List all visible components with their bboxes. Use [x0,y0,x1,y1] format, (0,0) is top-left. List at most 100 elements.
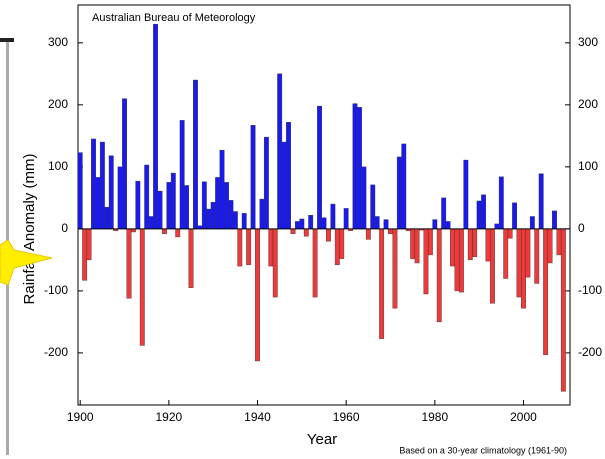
bar [148,216,154,230]
bar [250,125,256,230]
bar [153,24,158,230]
bar [516,228,522,298]
bar [357,107,362,230]
bar [179,120,185,230]
bar [521,228,526,309]
bar [232,211,238,230]
bar [450,228,455,267]
bar [281,141,287,230]
bar [259,198,265,230]
bar [193,79,198,230]
bar [525,228,531,278]
bar [458,228,464,293]
bar [157,190,163,230]
bar [268,228,274,267]
x-tick-label: 2000 [510,410,537,424]
bar [441,197,447,230]
y-tick-label-right: 300 [578,35,598,49]
bar [303,228,309,237]
bar [166,182,172,230]
bar [392,228,398,309]
bar [476,200,482,230]
bar [361,166,367,230]
bar [383,219,389,230]
bar [498,176,504,230]
bar [396,156,402,230]
bar [370,184,376,230]
bar [95,177,101,230]
x-tick-label: 1920 [156,410,183,424]
plot-frame [77,4,571,406]
bar [263,136,269,230]
bar [77,152,83,230]
bar [503,228,509,279]
bar [277,73,283,230]
bar [255,228,260,362]
bar [445,221,451,230]
bar [224,182,229,230]
y-tick-label: 0 [61,221,68,235]
bar [290,228,296,235]
bar [215,177,221,230]
bar [321,217,327,230]
bar [534,228,540,284]
bar [339,228,345,259]
bar [401,143,407,230]
bar [485,228,491,262]
y-tick-label: 200 [48,97,68,111]
x-tick-label: 1960 [333,410,360,424]
chart-title: Australian Bureau of Meteorology [92,12,256,24]
bar [184,185,190,230]
bar [379,228,385,339]
bar [299,218,305,230]
bar [547,228,553,264]
y-tick-label-right: -100 [578,283,602,297]
x-tick-label: 1900 [67,410,94,424]
bar [556,228,562,256]
note: Based on a 30-year climatology (1961-90) [399,445,567,455]
bar [237,228,243,267]
bar [139,228,145,346]
y-tick-label-right: 0 [578,221,585,235]
bar [472,228,478,257]
bar [507,228,513,239]
bar [188,228,194,288]
y-tick-label-right: 200 [578,97,598,111]
y-tick-label: -200 [44,345,68,359]
bar [427,228,433,256]
bar [122,98,127,230]
y-axis-label: Rainfall Anomaly (mm) [21,154,38,305]
bar [286,122,291,230]
bar [423,228,429,295]
bar [343,208,349,230]
bar [330,203,336,230]
bar [210,202,216,230]
bar [552,210,557,230]
bar [99,141,105,230]
bar [463,159,469,230]
bar [317,105,322,230]
bar [374,216,380,230]
bar [467,228,473,261]
bar [175,228,181,238]
bar [219,149,225,230]
bar [201,181,207,230]
bar [144,164,150,230]
bar [126,228,132,299]
bar [135,180,141,230]
bar [162,228,167,235]
bar [543,228,549,355]
x-tick-label: 1940 [244,410,271,424]
bar [414,228,420,264]
bar [365,228,371,240]
bar [108,155,114,230]
bar [206,208,212,230]
bar [560,228,566,392]
bar [436,228,442,323]
bar [86,228,92,261]
bar [529,216,535,230]
bar [308,215,314,230]
y-tick-label-right: -200 [578,345,602,359]
bar [241,213,247,230]
